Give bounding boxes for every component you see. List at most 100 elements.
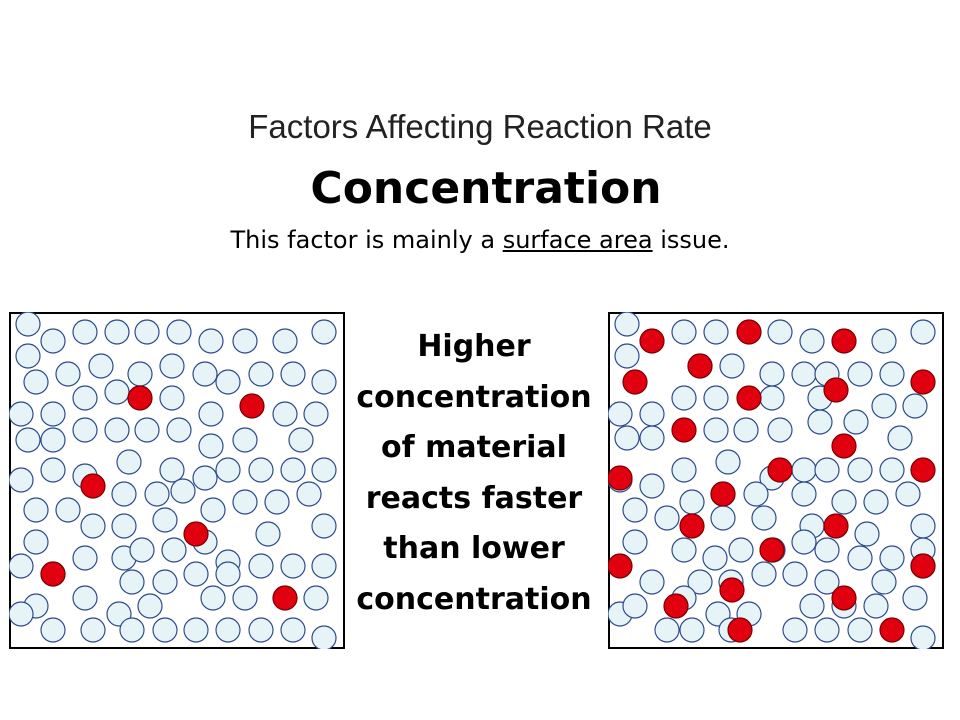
particle: [622, 497, 648, 523]
particle: [232, 427, 258, 453]
reactive-particle: [239, 393, 265, 419]
particle: [767, 417, 793, 443]
subtitle: This factor is mainly a surface area iss…: [0, 226, 960, 254]
particle: [767, 319, 793, 345]
particle: [137, 593, 163, 619]
reactive-particle: [608, 553, 633, 579]
reactive-particle: [823, 513, 849, 539]
reactive-particle: [767, 457, 793, 483]
particle: [791, 361, 817, 387]
particle: [614, 312, 640, 337]
particle: [104, 417, 130, 443]
particle: [111, 513, 137, 539]
particle: [843, 409, 869, 435]
particle: [296, 481, 322, 507]
particle: [248, 617, 274, 643]
particle: [831, 489, 857, 515]
reactive-particle: [831, 433, 857, 459]
particle: [280, 617, 306, 643]
particle: [198, 433, 224, 459]
particle: [119, 617, 145, 643]
particle: [232, 585, 258, 611]
reactive-particle: [759, 537, 785, 563]
callout-line-5: than lower: [383, 531, 565, 566]
particle: [814, 569, 840, 595]
particle: [703, 385, 729, 411]
particle: [272, 401, 298, 427]
particle: [902, 393, 928, 419]
particle: [192, 465, 218, 491]
particle: [728, 537, 754, 563]
particle: [733, 417, 759, 443]
particle: [40, 427, 66, 453]
particle: [88, 353, 114, 379]
particle: [703, 417, 729, 443]
reactive-particle: [40, 561, 66, 587]
particle: [280, 361, 306, 387]
particle: [622, 593, 648, 619]
particle: [40, 401, 66, 427]
particle: [863, 593, 889, 619]
high-concentration-box: [608, 312, 944, 649]
particle: [671, 457, 697, 483]
particle: [702, 545, 728, 571]
particle: [198, 328, 224, 354]
particle: [847, 617, 873, 643]
particle: [248, 361, 274, 387]
particle: [910, 513, 936, 539]
particle: [807, 409, 833, 435]
particle: [879, 457, 905, 483]
particle: [152, 507, 178, 533]
reactive-particle: [687, 353, 713, 379]
particle: [303, 401, 329, 427]
particle: [215, 561, 241, 587]
particle: [710, 505, 736, 531]
particle: [639, 401, 665, 427]
particle: [671, 537, 697, 563]
particle: [910, 625, 936, 649]
particle: [871, 569, 897, 595]
callout-line-2: concentration: [356, 379, 592, 415]
particle: [15, 427, 41, 453]
particle: [104, 319, 130, 345]
particle: [200, 585, 226, 611]
reactive-particle: [80, 473, 106, 499]
particle: [9, 401, 34, 427]
reactive-particle: [910, 457, 936, 483]
particle: [183, 617, 209, 643]
particle: [119, 569, 145, 595]
particle: [215, 617, 241, 643]
particle: [9, 601, 34, 627]
reactive-particle: [183, 521, 209, 547]
particle: [72, 385, 98, 411]
particle: [887, 425, 913, 451]
particle: [248, 553, 274, 579]
particle: [232, 489, 258, 515]
particle: [614, 343, 640, 369]
particle: [248, 457, 274, 483]
particle: [215, 457, 241, 483]
particle: [104, 379, 130, 405]
low-concentration-box: [9, 312, 345, 649]
particle: [134, 417, 160, 443]
particle: [15, 312, 41, 337]
particle: [116, 449, 142, 475]
particle: [288, 427, 314, 453]
particle: [814, 457, 840, 483]
particle: [311, 319, 337, 345]
reactive-particle: [719, 577, 745, 603]
particle: [703, 319, 729, 345]
particle: [264, 489, 290, 515]
slide-title: Factors Affecting Reaction Rate: [248, 108, 712, 145]
particle: [55, 497, 81, 523]
particle: [847, 457, 873, 483]
particle: [743, 481, 769, 507]
particle: [311, 513, 337, 539]
particle: [719, 353, 745, 379]
particle: [80, 513, 106, 539]
particle: [80, 617, 106, 643]
particle: [72, 585, 98, 611]
particle: [23, 497, 49, 523]
slide-heading: Concentration: [310, 163, 662, 214]
particle: [871, 328, 897, 354]
